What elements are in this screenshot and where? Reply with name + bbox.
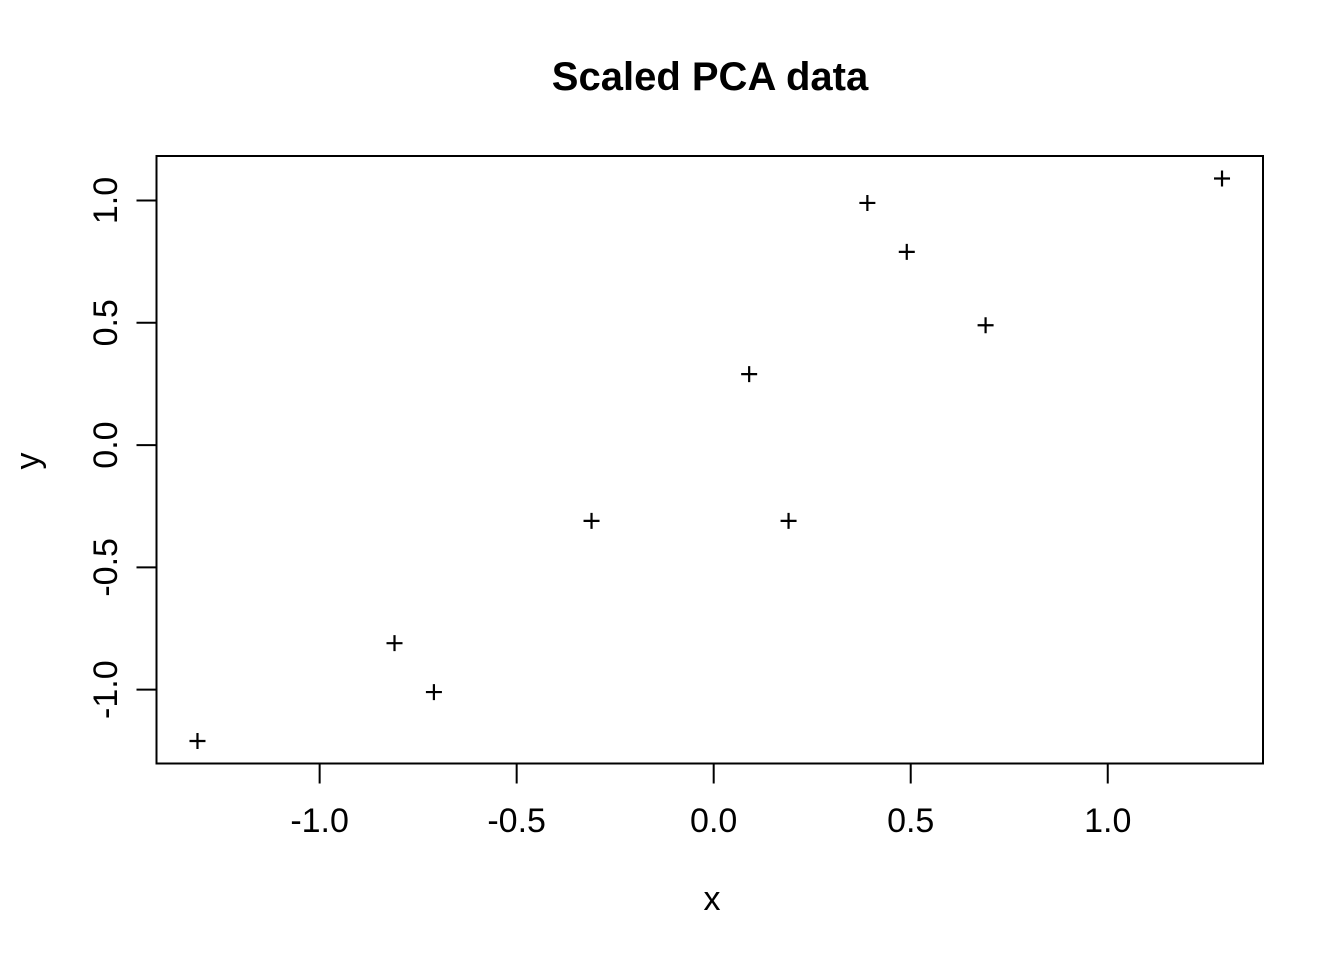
data-point-marker xyxy=(780,512,797,529)
x-axis-tick-label: -0.5 xyxy=(487,802,546,840)
y-axis-tick-label: 0.0 xyxy=(87,421,125,468)
data-point-marker xyxy=(386,635,403,652)
data-point-marker xyxy=(583,512,600,529)
data-point-marker xyxy=(977,317,994,334)
y-axis-label: y xyxy=(9,452,47,470)
data-point-marker xyxy=(859,194,876,211)
data-point-marker xyxy=(898,243,915,260)
x-axis-label: x xyxy=(703,880,721,918)
data-point-marker xyxy=(741,366,758,383)
x-axis-tick-label: 0.0 xyxy=(690,802,737,840)
data-point-marker xyxy=(425,684,442,701)
y-axis-tick-label: -0.5 xyxy=(87,538,125,597)
chart-title: Scaled PCA data xyxy=(551,55,869,99)
plot-box xyxy=(155,155,1264,765)
y-axis-tick-label: 0.5 xyxy=(87,299,125,346)
data-point-marker xyxy=(189,733,206,749)
x-axis-tick-label: 0.5 xyxy=(887,802,934,840)
data-point-marker xyxy=(1214,170,1231,187)
y-axis-tick-label: 1.0 xyxy=(87,177,125,224)
y-axis-tick-label: -1.0 xyxy=(87,660,125,719)
x-axis-tick-label: -1.0 xyxy=(290,802,349,840)
x-axis-tick-label: 1.0 xyxy=(1084,802,1131,840)
